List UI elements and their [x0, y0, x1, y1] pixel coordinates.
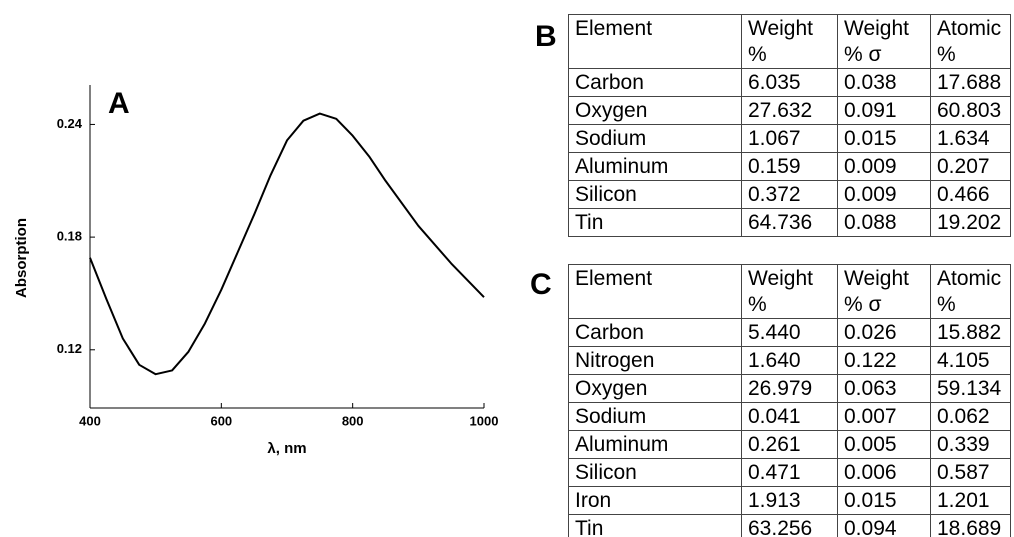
cell: 60.803	[930, 96, 1011, 125]
cell: 26.979	[741, 374, 838, 403]
cell: 0.062	[930, 402, 1011, 431]
cell: Silicon	[568, 180, 742, 209]
row: Oxygen 27.632 0.091 60.803	[568, 96, 1011, 125]
cell: Tin	[568, 208, 742, 237]
table: Element Weight % Weight % σ Atomic % Carbon 5…	[568, 264, 1011, 537]
cell: 0.088	[837, 208, 931, 237]
cell: Element	[568, 264, 742, 319]
x-tick-label: 400	[79, 413, 101, 428]
row: Carbon 6.035 0.038 17.688	[568, 68, 1011, 97]
cell: Silicon	[568, 458, 742, 487]
cell: 0.372	[741, 180, 838, 209]
cell: Iron	[568, 486, 742, 515]
table: Element Weight % Weight % σ Atomic % Carbon 6…	[568, 14, 1011, 237]
cell: 0.041	[741, 402, 838, 431]
cell: Weight % σ	[837, 264, 931, 319]
cell: 0.339	[930, 430, 1011, 459]
cell: 4.105	[930, 346, 1011, 375]
table-wrap: Element Weight % Weight % σ Atomic % Carbon 5…	[568, 264, 1011, 537]
cell: 0.207	[930, 152, 1011, 181]
cell: 6.035	[741, 68, 838, 97]
panel-label: B	[535, 20, 557, 53]
row: Oxygen 26.979 0.063 59.134	[568, 374, 1011, 403]
cell: 0.006	[837, 458, 931, 487]
cell: 0.005	[837, 430, 931, 459]
cell: Carbon	[568, 318, 742, 347]
x-tick-label: 800	[342, 413, 364, 428]
y-axis-label: Absorption	[13, 218, 30, 298]
cell: Oxygen	[568, 96, 742, 125]
cell: 0.009	[837, 152, 931, 181]
cell: 5.440	[741, 318, 838, 347]
row: Silicon 0.471 0.006 0.587	[568, 458, 1011, 487]
cell: 0.063	[837, 374, 931, 403]
row: Tin 64.736 0.088 19.202	[568, 208, 1011, 237]
cell: 1.201	[930, 486, 1011, 515]
header-row: Element Weight % Weight % σ Atomic %	[568, 264, 1011, 319]
cell: Aluminum	[568, 430, 742, 459]
cell: 0.261	[741, 430, 838, 459]
y-tick-label: 0.18	[57, 229, 82, 244]
cell: Tin	[568, 514, 742, 537]
row: Iron 1.913 0.015 1.201	[568, 486, 1011, 515]
cell: 15.882	[930, 318, 1011, 347]
table-wrap: Element Weight % Weight % σ Atomic % Carbon 6…	[568, 14, 1011, 238]
row: Aluminum 0.261 0.005 0.339	[568, 430, 1011, 459]
chart: A λ, nm Absorption 0.12 0.18 0.24 400 600 800…	[13, 85, 499, 457]
y-tick-label: 0.24	[57, 116, 83, 131]
panel-label: C	[530, 268, 552, 301]
cell: 0.466	[930, 180, 1011, 209]
cell: 0.015	[837, 486, 931, 515]
cell: 0.007	[837, 402, 931, 431]
cell: 17.688	[930, 68, 1011, 97]
cell: 59.134	[930, 374, 1011, 403]
cell: 19.202	[930, 208, 1011, 237]
cell: 0.094	[837, 514, 931, 537]
cell: 1.067	[741, 124, 838, 153]
cell: 0.122	[837, 346, 931, 375]
cell: 0.159	[741, 152, 838, 181]
cell: 0.038	[837, 68, 931, 97]
cell: Aluminum	[568, 152, 742, 181]
cell: Sodium	[568, 402, 742, 431]
row: Sodium 1.067 0.015 1.634	[568, 124, 1011, 153]
header-row: Element Weight % Weight % σ Atomic %	[568, 14, 1011, 69]
cell: 18.689	[930, 514, 1011, 537]
row: Tin 63.256 0.094 18.689	[568, 514, 1011, 537]
cell: 63.256	[741, 514, 838, 537]
cell: Sodium	[568, 124, 742, 153]
cell: 0.091	[837, 96, 931, 125]
x-tick-label: 600	[210, 413, 232, 428]
cell: Weight % σ	[837, 14, 931, 69]
row: Aluminum 0.159 0.009 0.207	[568, 152, 1011, 181]
row: Nitrogen 1.640 0.122 4.105	[568, 346, 1011, 375]
row: Silicon 0.372 0.009 0.466	[568, 180, 1011, 209]
y-tick-label: 0.12	[57, 341, 82, 356]
cell: Element	[568, 14, 742, 69]
cell: 0.587	[930, 458, 1011, 487]
cell: 0.026	[837, 318, 931, 347]
cell: 64.736	[741, 208, 838, 237]
cell: Weight %	[741, 264, 838, 319]
cell: Oxygen	[568, 374, 742, 403]
panel-label: A	[108, 87, 130, 120]
cell: Weight %	[741, 14, 838, 69]
cell: Atomic %	[930, 264, 1011, 319]
cell: Nitrogen	[568, 346, 742, 375]
cell: Carbon	[568, 68, 742, 97]
cell: 1.640	[741, 346, 838, 375]
cell: 0.009	[837, 180, 931, 209]
cell: 0.471	[741, 458, 838, 487]
line	[89, 112, 485, 376]
cell: Atomic %	[930, 14, 1011, 69]
cell: 1.634	[930, 124, 1011, 153]
x-tick-label: 1000	[470, 413, 499, 428]
cell: 27.632	[741, 96, 838, 125]
x-axis-label: λ, nm	[267, 440, 306, 457]
row: Sodium 0.041 0.007 0.062	[568, 402, 1011, 431]
cell: 0.015	[837, 124, 931, 153]
row: Carbon 5.440 0.026 15.882	[568, 318, 1011, 347]
cell: 1.913	[741, 486, 838, 515]
